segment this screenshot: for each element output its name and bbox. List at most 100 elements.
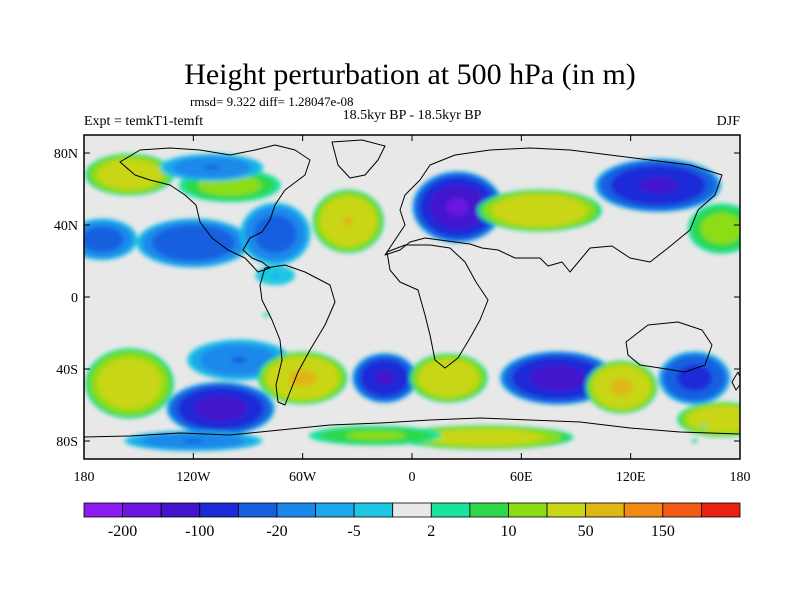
colorbar-box bbox=[623, 502, 664, 518]
colorbar-box bbox=[199, 502, 239, 518]
colorbar-box bbox=[237, 502, 278, 518]
contour-band bbox=[203, 165, 220, 170]
contour-band bbox=[231, 356, 247, 364]
contour-band bbox=[194, 395, 247, 422]
experiment-label: Expt = temkT1-temft bbox=[84, 114, 203, 129]
contour-band bbox=[425, 429, 545, 446]
contour-band bbox=[84, 226, 124, 252]
period-label: 18.5kyr BP - 18.5kyr BP bbox=[343, 108, 482, 123]
minor-contour bbox=[700, 424, 707, 429]
colorbar-box bbox=[83, 502, 123, 518]
colorbar-label: 10 bbox=[500, 523, 516, 540]
anomaly-field bbox=[84, 153, 740, 452]
y-tick-label: 80S bbox=[56, 435, 78, 450]
colorbar-label: -100 bbox=[185, 523, 214, 540]
anomaly-center bbox=[412, 171, 503, 243]
coastline-north-america bbox=[119, 144, 311, 273]
colorbar-label: 150 bbox=[651, 523, 675, 540]
colorbar-box bbox=[122, 502, 162, 518]
anomaly-center bbox=[687, 203, 740, 254]
contour-band bbox=[418, 359, 479, 397]
anomaly-center bbox=[85, 348, 174, 419]
minor-contour bbox=[263, 313, 270, 317]
contour-band bbox=[343, 216, 354, 226]
coastline-antarctica bbox=[84, 417, 740, 438]
contour-band bbox=[183, 439, 204, 443]
anomaly-center bbox=[477, 189, 602, 232]
y-tick-label: 40N bbox=[54, 219, 78, 234]
colorbar-box bbox=[276, 502, 316, 518]
contour-band bbox=[700, 213, 740, 245]
colorbar-box bbox=[392, 502, 432, 518]
x-tick-label: 0 bbox=[409, 470, 416, 485]
colorbar-box bbox=[430, 502, 471, 518]
colorbar-box bbox=[353, 502, 394, 518]
anomaly-center bbox=[594, 158, 722, 213]
anomaly-center bbox=[396, 425, 574, 450]
colorbar-box bbox=[315, 502, 355, 518]
anomaly-center bbox=[257, 351, 348, 405]
colorbar-label: 2 bbox=[427, 523, 435, 540]
colorbar-box bbox=[585, 502, 625, 518]
contour-band bbox=[271, 273, 279, 278]
chart-title: Height perturbation at 500 hPa (in m) bbox=[184, 58, 636, 91]
coastline-africa bbox=[386, 244, 489, 369]
contour-band bbox=[529, 365, 586, 391]
season-label: DJF bbox=[717, 114, 741, 129]
map-panel bbox=[84, 135, 740, 459]
coastline-south-america bbox=[259, 264, 336, 406]
coastline-australia bbox=[625, 321, 713, 373]
colorbar-box bbox=[160, 502, 201, 518]
anomaly-center bbox=[255, 265, 296, 286]
anomaly-center bbox=[658, 351, 731, 405]
colorbar-label: -20 bbox=[266, 523, 287, 540]
anomaly-center bbox=[85, 153, 174, 196]
x-tick-label: 120W bbox=[176, 470, 211, 485]
y-tick-label: 0 bbox=[71, 291, 78, 306]
minor-contour bbox=[691, 439, 698, 443]
anomaly-center bbox=[309, 425, 443, 446]
contour-band bbox=[374, 370, 395, 386]
contour-band bbox=[97, 357, 162, 409]
contour-band bbox=[687, 405, 740, 433]
x-tick-label: 60W bbox=[289, 470, 317, 485]
coastline-greenland bbox=[331, 139, 386, 179]
contour-band bbox=[492, 194, 588, 227]
anomaly-center bbox=[352, 353, 418, 403]
coastlines bbox=[84, 139, 740, 438]
anomaly-center bbox=[159, 153, 264, 182]
colorbar-box bbox=[469, 502, 509, 518]
coastline-eurasia bbox=[384, 147, 723, 273]
anomaly-center bbox=[84, 218, 138, 261]
colorbar-box bbox=[662, 502, 702, 518]
y-tick-label: 80N bbox=[54, 147, 78, 162]
contour-band bbox=[152, 225, 235, 261]
stats-label: rmsd= 9.322 diff= 1.28047e-08 bbox=[190, 94, 354, 109]
anomaly-center bbox=[124, 430, 263, 452]
x-tick-label: 180 bbox=[74, 470, 95, 485]
anomaly-center bbox=[187, 339, 291, 381]
contour-band bbox=[446, 198, 469, 216]
contour-band bbox=[254, 215, 297, 253]
anomaly-center bbox=[240, 202, 311, 266]
contour-band bbox=[638, 177, 678, 194]
y-tick-label: 40S bbox=[56, 363, 78, 378]
anomaly-center bbox=[677, 401, 740, 437]
colorbar-box bbox=[546, 502, 587, 518]
colorbar-label: -200 bbox=[108, 523, 137, 540]
colorbar-box bbox=[701, 502, 741, 518]
contour-band bbox=[288, 369, 317, 387]
contour-band bbox=[610, 378, 633, 396]
colorbar-label: 50 bbox=[578, 523, 594, 540]
anomaly-center bbox=[166, 381, 275, 436]
anomaly-center bbox=[136, 218, 251, 268]
map-axes: 180 120W 60W 0 60E 120E 180 80N 40N 0 40S 80S bbox=[54, 135, 751, 485]
anomaly-center bbox=[312, 189, 384, 254]
colorbar-box bbox=[508, 502, 548, 518]
minor-contour bbox=[263, 277, 270, 281]
anomaly-center bbox=[585, 360, 658, 414]
contour-band bbox=[345, 431, 406, 441]
anomaly-center bbox=[409, 353, 488, 403]
x-tick-label: 180 bbox=[730, 470, 751, 485]
